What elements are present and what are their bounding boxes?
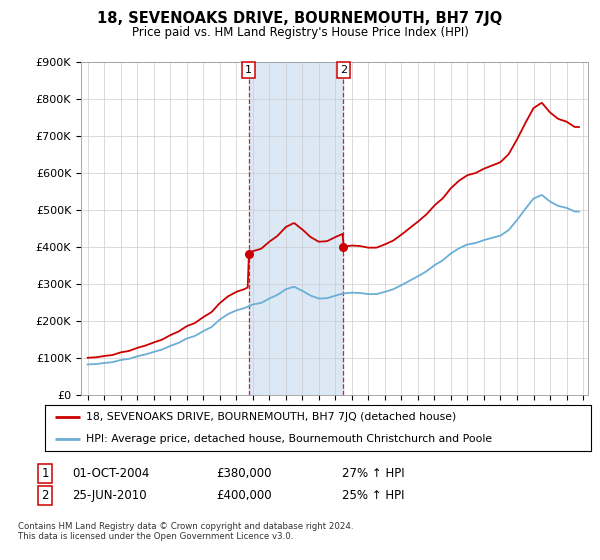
Text: 27% ↑ HPI: 27% ↑ HPI: [342, 466, 404, 480]
Text: £400,000: £400,000: [216, 489, 272, 502]
Text: 18, SEVENOAKS DRIVE, BOURNEMOUTH, BH7 7JQ (detached house): 18, SEVENOAKS DRIVE, BOURNEMOUTH, BH7 7J…: [86, 412, 456, 422]
Text: 01-OCT-2004: 01-OCT-2004: [72, 466, 149, 480]
Text: Contains HM Land Registry data © Crown copyright and database right 2024.
This d: Contains HM Land Registry data © Crown c…: [18, 522, 353, 542]
Text: 18, SEVENOAKS DRIVE, BOURNEMOUTH, BH7 7JQ: 18, SEVENOAKS DRIVE, BOURNEMOUTH, BH7 7J…: [97, 11, 503, 26]
Text: 1: 1: [41, 466, 49, 480]
Text: HPI: Average price, detached house, Bournemouth Christchurch and Poole: HPI: Average price, detached house, Bour…: [86, 435, 492, 444]
Text: Price paid vs. HM Land Registry's House Price Index (HPI): Price paid vs. HM Land Registry's House …: [131, 26, 469, 39]
Text: 25% ↑ HPI: 25% ↑ HPI: [342, 489, 404, 502]
Text: £380,000: £380,000: [216, 466, 271, 480]
Text: 2: 2: [41, 489, 49, 502]
Text: 1: 1: [245, 65, 252, 75]
Text: 2: 2: [340, 65, 347, 75]
Bar: [248, 62, 343, 395]
Text: 25-JUN-2010: 25-JUN-2010: [72, 489, 146, 502]
